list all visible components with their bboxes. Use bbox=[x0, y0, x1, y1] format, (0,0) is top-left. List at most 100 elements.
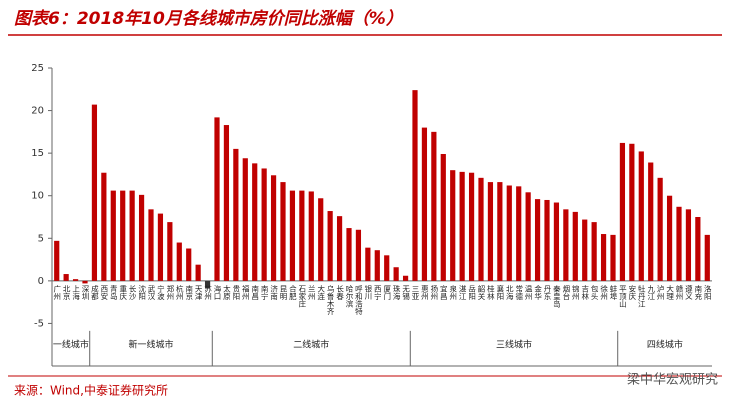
bar bbox=[516, 186, 522, 281]
x-tick-label: 宜昌 bbox=[439, 283, 448, 301]
x-tick-label: 蚌埠 bbox=[609, 283, 618, 301]
x-tick-label: 乌鲁木齐 bbox=[326, 283, 335, 316]
bar bbox=[638, 151, 644, 281]
source: 来源：Wind,中泰证券研究所 bbox=[14, 383, 168, 398]
watermark: 梁中华宏观研究 bbox=[627, 373, 718, 388]
x-tick-label: 呼和浩特 bbox=[354, 283, 363, 315]
bar bbox=[129, 190, 135, 281]
bar bbox=[299, 190, 305, 281]
x-tick-label: 泉州 bbox=[448, 283, 457, 300]
bar bbox=[195, 264, 201, 281]
bar bbox=[204, 280, 211, 289]
bar bbox=[72, 279, 79, 281]
bar bbox=[308, 191, 314, 281]
bar bbox=[704, 234, 710, 281]
bar bbox=[450, 170, 456, 281]
bar bbox=[270, 175, 277, 281]
bar bbox=[318, 198, 324, 281]
x-tick-label: 昆明 bbox=[279, 284, 288, 301]
y-tick-label: 25 bbox=[31, 63, 44, 74]
x-tick-label: 长春 bbox=[335, 283, 344, 300]
bar bbox=[657, 177, 663, 281]
x-tick-label: 郑州 bbox=[166, 283, 175, 300]
y-tick-label: 10 bbox=[31, 191, 44, 202]
x-tick-label: 金华 bbox=[533, 283, 542, 301]
x-tick-label: 长沙 bbox=[128, 283, 137, 300]
bar bbox=[610, 234, 616, 281]
bar bbox=[563, 209, 569, 281]
bar bbox=[120, 190, 126, 281]
chart-title: 图表6：2018年10月各线城市房价同比涨幅（%） bbox=[14, 9, 403, 29]
bar bbox=[63, 274, 69, 281]
x-tick-label: 三亚 bbox=[411, 285, 420, 300]
bar bbox=[327, 211, 333, 281]
bar bbox=[110, 190, 116, 281]
bar bbox=[619, 142, 626, 281]
bar bbox=[384, 255, 390, 281]
bar bbox=[355, 229, 362, 281]
group-label: 三线城市 bbox=[496, 339, 532, 351]
bar bbox=[676, 206, 682, 281]
x-tick-label: 无锡 bbox=[401, 284, 410, 301]
x-tick-label: 大连 bbox=[316, 283, 325, 301]
bar bbox=[261, 168, 267, 281]
bar bbox=[534, 199, 541, 281]
x-tick-label: 温州 bbox=[524, 284, 533, 300]
x-tick-label: 扬州 bbox=[430, 283, 439, 300]
x-tick-label: 天津 bbox=[194, 284, 203, 301]
bar bbox=[412, 90, 418, 281]
x-tick-label: 泸州 bbox=[656, 283, 665, 300]
bar bbox=[648, 162, 654, 281]
bar bbox=[186, 248, 192, 281]
bar bbox=[629, 143, 635, 281]
bar bbox=[214, 117, 220, 281]
bar bbox=[167, 222, 173, 281]
x-tick-label: 重庆 bbox=[118, 284, 127, 301]
x-tick-label: 常德 bbox=[514, 284, 523, 301]
y-tick-label: 0 bbox=[38, 276, 44, 287]
bar bbox=[553, 202, 560, 281]
x-tick-label: 湛江 bbox=[458, 284, 467, 301]
y-tick-label: 5 bbox=[38, 233, 44, 244]
x-tick-label: 桂林 bbox=[486, 283, 495, 301]
bar bbox=[582, 219, 588, 281]
x-tick-label: 海口 bbox=[213, 283, 222, 300]
bar bbox=[82, 280, 88, 284]
x-tick-label: 石家庄 bbox=[298, 284, 307, 308]
x-tick-label: 珠海 bbox=[392, 283, 401, 301]
bar bbox=[572, 211, 578, 281]
group-label: 新一线城市 bbox=[128, 339, 173, 351]
bar bbox=[600, 234, 607, 281]
x-tick-label: 锦州 bbox=[571, 283, 580, 300]
x-tick-label: 徐州 bbox=[599, 283, 608, 300]
x-tick-label: 遵义 bbox=[684, 283, 693, 299]
x-tick-label: 深圳 bbox=[81, 284, 90, 301]
bar bbox=[157, 213, 164, 281]
x-tick-label: 济南 bbox=[269, 283, 278, 300]
bar bbox=[421, 127, 428, 281]
bar bbox=[148, 209, 154, 281]
bar bbox=[440, 153, 446, 281]
x-tick-label: 宁波 bbox=[156, 283, 165, 301]
bar bbox=[101, 172, 107, 281]
x-tick-label: 福州 bbox=[241, 284, 250, 300]
x-tick-label: 杭州 bbox=[175, 283, 184, 300]
bar bbox=[544, 199, 550, 281]
bar bbox=[591, 222, 597, 281]
x-tick-label: 安庆 bbox=[628, 283, 637, 301]
x-tick-label: 沈阳 bbox=[137, 283, 146, 301]
x-tick-label: 平顶山 bbox=[618, 284, 627, 308]
x-tick-label: 西宁 bbox=[373, 284, 382, 300]
group-label: 四线城市 bbox=[647, 339, 683, 351]
bar bbox=[280, 182, 286, 281]
x-tick-label: 大理 bbox=[665, 283, 674, 300]
bar bbox=[91, 104, 98, 281]
bar bbox=[346, 228, 352, 281]
bar bbox=[685, 209, 692, 281]
x-tick-label: 牡丹江 bbox=[637, 283, 646, 308]
bar bbox=[487, 182, 494, 281]
group-label: 二线城市 bbox=[293, 339, 329, 351]
x-tick-label: 丹东 bbox=[543, 284, 552, 300]
bar bbox=[666, 195, 673, 281]
